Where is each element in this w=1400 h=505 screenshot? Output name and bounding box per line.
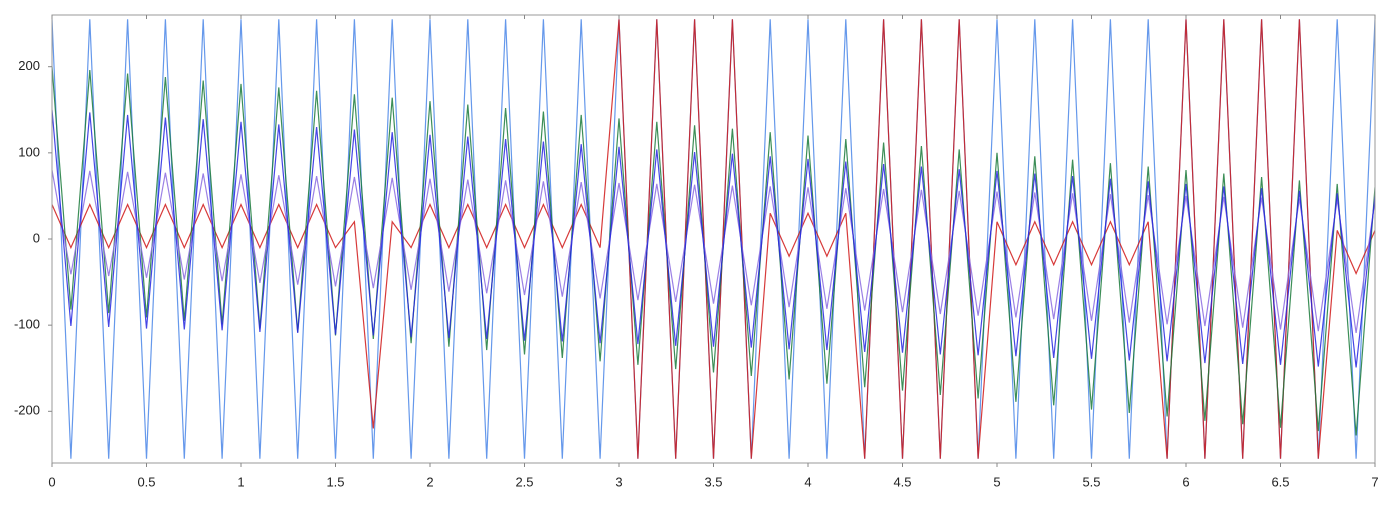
x-tick-label: 4 — [804, 474, 811, 489]
x-tick-label: 5.5 — [1082, 474, 1100, 489]
x-tick-label: 0.5 — [137, 474, 155, 489]
x-tick-label: 1.5 — [326, 474, 344, 489]
x-tick-label: 6.5 — [1271, 474, 1289, 489]
y-tick-label: 100 — [18, 144, 40, 159]
x-tick-label: 1 — [237, 474, 244, 489]
series-line — [52, 66, 1375, 436]
y-tick-label: -100 — [14, 317, 40, 332]
series-line — [52, 109, 1375, 368]
x-tick-label: 4.5 — [893, 474, 911, 489]
x-tick-label: 3 — [615, 474, 622, 489]
x-tick-label: 2.5 — [515, 474, 533, 489]
x-tick-label: 7 — [1371, 474, 1378, 489]
x-tick-label: 6 — [1182, 474, 1189, 489]
y-tick-label: 0 — [33, 230, 40, 245]
x-tick-label: 5 — [993, 474, 1000, 489]
x-tick-label: 3.5 — [704, 474, 722, 489]
x-tick-label: 2 — [426, 474, 433, 489]
y-tick-label: 200 — [18, 58, 40, 73]
plot-area — [52, 19, 1375, 459]
x-tick-label: 0 — [48, 474, 55, 489]
series-line — [52, 19, 1375, 459]
y-tick-label: -200 — [14, 403, 40, 418]
